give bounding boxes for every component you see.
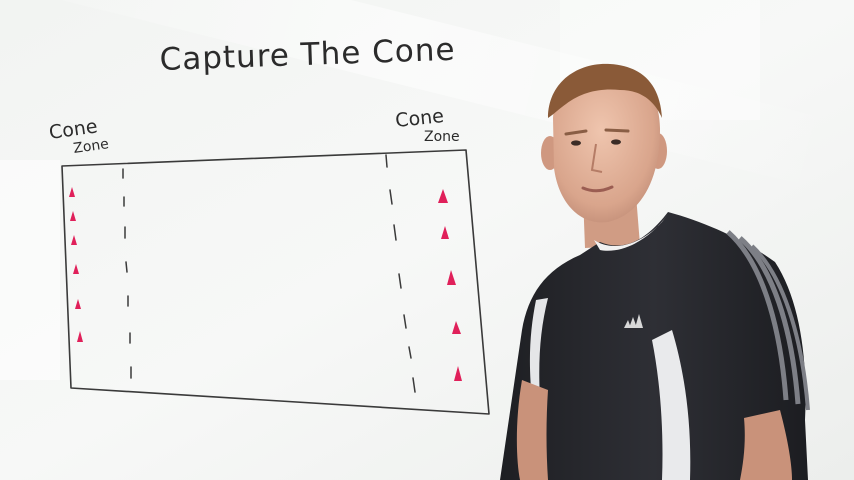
cone-icon xyxy=(77,331,83,342)
left-zone-line xyxy=(122,168,132,379)
presenter xyxy=(500,63,810,480)
right-zone-line xyxy=(385,154,416,393)
cone-icon xyxy=(75,299,81,309)
left-cones xyxy=(69,187,83,342)
cone-icon xyxy=(438,189,448,203)
cone-icon xyxy=(73,264,79,274)
cone-icon xyxy=(447,270,456,285)
cone-icon xyxy=(452,321,461,334)
playing-field xyxy=(61,149,490,415)
left-zone-label-line2: Zone xyxy=(72,136,110,157)
cone-icon xyxy=(69,187,75,197)
cone-icon xyxy=(441,226,449,239)
adidas-logo-icon xyxy=(624,314,643,328)
right-zone-label-line1: Cone xyxy=(394,105,445,132)
cone-icon xyxy=(70,211,76,221)
cone-icon xyxy=(454,366,462,381)
presenter-head xyxy=(553,69,660,223)
right-zone-label-line2: Zone xyxy=(424,129,460,145)
right-cones xyxy=(438,189,462,381)
cone-icon xyxy=(71,235,77,245)
